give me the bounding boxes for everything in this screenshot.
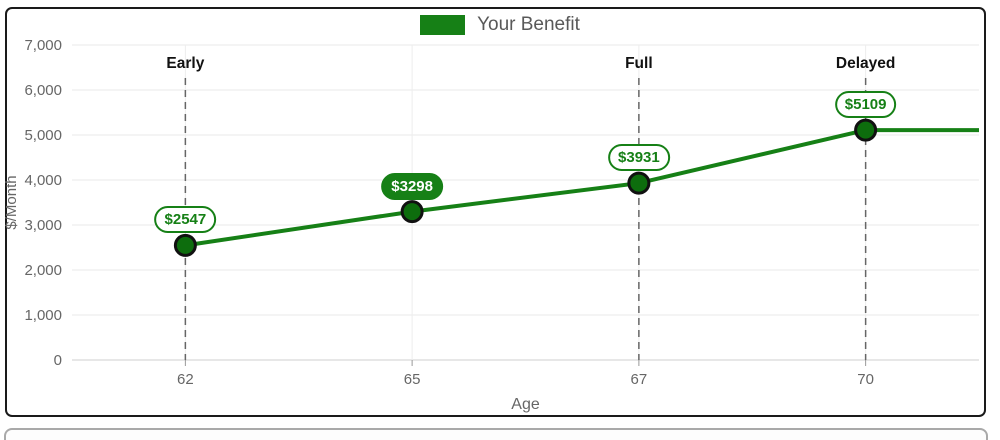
benefit-value-pill-70[interactable]: $5109 [834, 91, 897, 119]
data-point-age-62[interactable] [173, 233, 197, 257]
y-axis-tick-label: 3,000 [24, 217, 62, 234]
y-axis-tick-label: 1,000 [24, 307, 62, 324]
annotation-full: Full [625, 55, 653, 72]
data-point-age-67[interactable] [627, 171, 651, 195]
chart-legend: Your Benefit [0, 14, 1000, 36]
legend-swatch [420, 15, 466, 35]
x-axis-tick-label: 65 [404, 371, 421, 388]
y-axis-tick-label: 6,000 [24, 82, 62, 99]
legend-label: Your Benefit [477, 14, 580, 35]
benefit-value-pill-65[interactable]: $3298 [381, 172, 443, 200]
next-section-edge [4, 428, 988, 440]
legend-item-your-benefit[interactable]: Your Benefit [420, 14, 580, 36]
y-axis-tick-label: 7,000 [24, 37, 62, 54]
y-axis-tick-label: 0 [54, 352, 62, 369]
data-point-age-70[interactable] [854, 118, 878, 142]
y-axis-title: $/Month [3, 175, 20, 229]
data-point-age-65[interactable] [400, 200, 424, 224]
benefit-value-pill-67[interactable]: $3931 [608, 144, 670, 172]
x-axis-tick-label: 70 [857, 371, 874, 388]
annotation-early: Early [166, 55, 204, 72]
benefit-line [185, 128, 979, 248]
x-axis-title: Age [511, 396, 540, 413]
x-axis-tick-label: 67 [631, 371, 648, 388]
benefit-value-pill-62[interactable]: $2547 [154, 206, 217, 234]
y-axis-tick-label: 2,000 [24, 262, 62, 279]
x-axis-tick-label: 62 [177, 371, 194, 388]
y-axis-tick-label: 4,000 [24, 172, 62, 189]
annotation-delayed: Delayed [836, 55, 895, 72]
y-axis-tick-label: 5,000 [24, 127, 62, 144]
